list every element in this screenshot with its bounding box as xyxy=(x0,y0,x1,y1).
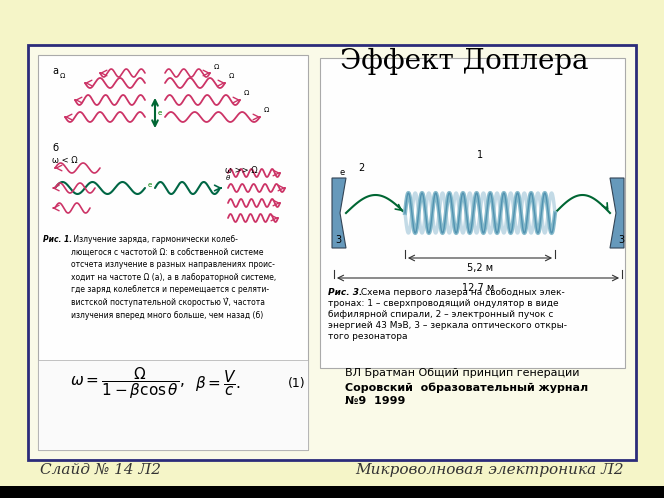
FancyBboxPatch shape xyxy=(320,58,625,368)
Text: энергией 43 МэВ, 3 – зеркала оптического откры-: энергией 43 МэВ, 3 – зеркала оптического… xyxy=(328,321,567,330)
Bar xyxy=(0,486,664,498)
FancyBboxPatch shape xyxy=(38,55,308,450)
Text: бифилярной спирали, 2 – электронный пучок с: бифилярной спирали, 2 – электронный пучо… xyxy=(328,310,553,319)
Text: ВЛ Братман Общий принцип генерации: ВЛ Братман Общий принцип генерации xyxy=(345,368,580,378)
Text: Ω: Ω xyxy=(214,64,219,70)
Text: №9  1999: №9 1999 xyxy=(345,396,406,406)
Text: Рис. 3.: Рис. 3. xyxy=(328,288,363,297)
Text: Соровский  образовательный журнал: Соровский образовательный журнал xyxy=(345,382,588,392)
Text: Ω: Ω xyxy=(229,73,234,79)
Text: 3: 3 xyxy=(335,235,341,245)
Text: 5,2 м: 5,2 м xyxy=(467,263,493,273)
Polygon shape xyxy=(332,178,346,248)
Text: e: e xyxy=(340,168,345,177)
Text: 12,7 м: 12,7 м xyxy=(462,283,494,293)
Text: ω >> Ω: ω >> Ω xyxy=(225,166,258,175)
Text: того резонатора: того резонатора xyxy=(328,332,408,341)
Text: $\omega = \dfrac{\Omega}{1-\beta\cos\theta},$: $\omega = \dfrac{\Omega}{1-\beta\cos\the… xyxy=(70,365,185,401)
Text: ω < Ω: ω < Ω xyxy=(52,156,78,165)
Text: Рис. 1.: Рис. 1. xyxy=(43,235,72,244)
Text: Схема первого лазера на свободных элек-: Схема первого лазера на свободных элек- xyxy=(358,288,565,297)
Text: (1): (1) xyxy=(288,376,305,389)
Text: а: а xyxy=(52,66,58,76)
Text: б: б xyxy=(52,143,58,153)
FancyBboxPatch shape xyxy=(38,360,308,450)
Text: тронах: 1 – сверхпроводящий ондулятор в виде: тронах: 1 – сверхпроводящий ондулятор в … xyxy=(328,299,558,308)
Text: Излучение заряда, гармонически колеб-
лющегося с частотой Ω: в собственной систе: Излучение заряда, гармонически колеб- лю… xyxy=(71,235,276,320)
Text: e: e xyxy=(158,110,162,116)
Text: 2: 2 xyxy=(358,163,365,173)
Text: Микроволновая электроника Л2: Микроволновая электроника Л2 xyxy=(355,463,624,477)
Text: 3: 3 xyxy=(618,235,624,245)
Text: Ω: Ω xyxy=(264,107,270,113)
FancyBboxPatch shape xyxy=(28,45,636,460)
Text: Эффект Доплера: Эффект Доплера xyxy=(340,48,588,75)
Text: Слайд № 14 Л2: Слайд № 14 Л2 xyxy=(40,463,161,477)
Polygon shape xyxy=(610,178,624,248)
Text: Ω: Ω xyxy=(244,90,250,96)
Text: 1: 1 xyxy=(477,150,483,160)
Text: $\beta = \dfrac{V}{c}.$: $\beta = \dfrac{V}{c}.$ xyxy=(195,368,241,398)
Text: $\theta$: $\theta$ xyxy=(225,173,231,182)
Text: e: e xyxy=(148,182,152,188)
Text: Ω: Ω xyxy=(60,73,65,79)
